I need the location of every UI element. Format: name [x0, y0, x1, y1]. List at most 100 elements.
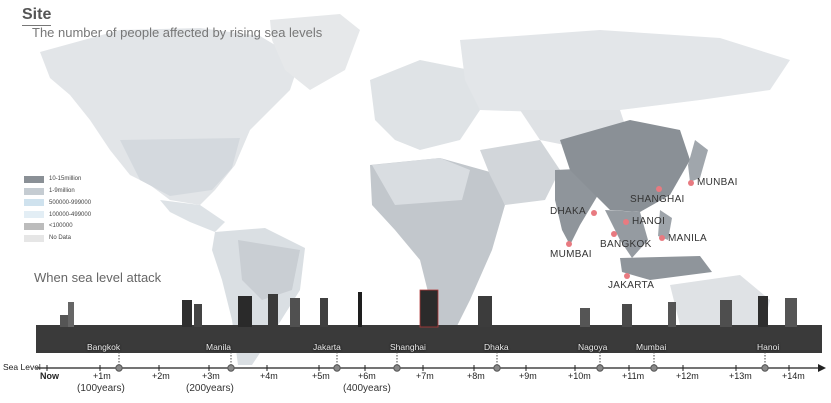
axis-tick-label: +1m [93, 371, 111, 381]
legend-swatch [24, 211, 44, 219]
city-timeline-marker[interactable] [393, 364, 401, 372]
legend-row: 1-9million [24, 186, 91, 197]
city-timeline-marker[interactable] [115, 364, 123, 372]
middle-east-landmass [480, 140, 560, 205]
skyline-building [758, 296, 768, 327]
skyline-building [238, 296, 252, 327]
legend-row: 10-15million [24, 174, 91, 185]
axis-tick-label: +11m [622, 371, 645, 381]
skyline-label-shanghai: Shanghai [390, 342, 426, 352]
city-label-hanoi: HANOI [632, 216, 666, 227]
skyline-label-hanoi: Hanoi [757, 342, 780, 352]
page-subtitle: The number of people affected by rising … [32, 25, 323, 40]
skyline-building [182, 300, 192, 327]
legend-row: 100000-499000 [24, 209, 91, 220]
skyline-building [478, 296, 492, 327]
indonesia-landmass [620, 256, 712, 280]
city-timeline-marker[interactable] [761, 364, 769, 372]
city-label-jakarta: JAKARTA [608, 280, 655, 291]
axis-tick-label: +4m [260, 371, 278, 381]
skyline-building [60, 315, 68, 327]
city-timeline-marker[interactable] [493, 364, 501, 372]
city-label-mumbai: MUMBAI [550, 249, 592, 260]
axis-tick-label: +3m [202, 371, 220, 381]
axis-tick-label: +8m [467, 371, 485, 381]
city-label-shanghai: SHANGHAI [630, 194, 685, 205]
city-label-dhaka: DHAKA [550, 206, 586, 217]
north-america-landmass [40, 28, 300, 205]
city-timeline-marker[interactable] [650, 364, 658, 372]
skyline-building [720, 300, 732, 327]
legend-row: 500000-999000 [24, 198, 91, 209]
legend-swatch [24, 187, 44, 195]
japan-landmass [688, 140, 708, 182]
legend-label: 1-9million [49, 188, 75, 195]
axis-years-label: (200years) [186, 383, 234, 394]
brazil-region [238, 240, 300, 300]
legend-label: 500000-999000 [49, 199, 92, 206]
city-label-munbai: MUNBAI [697, 177, 738, 188]
skyline-label-jakarta: Jakarta [313, 342, 341, 352]
city-marker-dhaka[interactable] [591, 210, 597, 216]
axis-tick-label: +13m [729, 371, 752, 381]
axis-tick-label: +10m [568, 371, 591, 381]
legend-swatch [24, 222, 44, 230]
skyline-building [785, 298, 797, 327]
city-marker-mumbai[interactable] [566, 241, 572, 247]
skyline-label-mumbai: Mumbai [636, 342, 667, 352]
page-title: Site [22, 6, 52, 26]
north-africa-region [372, 158, 470, 205]
legend-row: <100000 [24, 221, 91, 232]
skyline-base [36, 325, 822, 353]
axis-tick-label: +9m [519, 371, 537, 381]
axis-tick-label: +7m [416, 371, 434, 381]
skyline-building [419, 289, 439, 328]
legend-swatch [24, 234, 44, 242]
city-marker-bangkok[interactable] [611, 231, 617, 237]
axis-tick-label: +14m [782, 371, 805, 381]
skyline-building [580, 308, 590, 327]
axis-tick-label: +2m [152, 371, 170, 381]
axis-years-label: (400years) [343, 383, 391, 394]
legend-swatch [24, 199, 44, 207]
timeline-section-title: When sea level attack [34, 270, 162, 285]
skyline-building [268, 294, 278, 327]
skyline-label-manila: Manila [206, 342, 232, 352]
legend-label: 100000-499000 [49, 211, 92, 218]
central-america-landmass [160, 200, 225, 232]
axis-years-label: (100years) [77, 383, 125, 394]
skyline-building [290, 298, 300, 327]
city-marker-shanghai[interactable] [656, 186, 662, 192]
legend-swatch [24, 175, 44, 183]
skyline-label-nagoya: Nagoya [578, 342, 608, 352]
skyline-building [68, 302, 74, 327]
skyline-building [320, 298, 328, 327]
city-label-bangkok: BANGKOK [600, 239, 652, 250]
philippines-landmass [658, 210, 672, 240]
europe-landmass [370, 60, 480, 150]
map-legend: 10-15million 1-9million 500000-999000 10… [24, 174, 91, 245]
axis-tick-label: Now [40, 371, 59, 381]
city-marker-hanoi[interactable] [623, 219, 629, 225]
skyline-label-bangkok: Bangkok [87, 342, 121, 352]
se-asia-landmass [605, 210, 648, 258]
city-marker-jakarta[interactable] [624, 273, 630, 279]
legend-row: No Data [24, 233, 91, 244]
skyline-building [622, 304, 632, 327]
skyline-label-dhaka: Dhaka [484, 342, 509, 352]
city-timeline-marker[interactable] [333, 364, 341, 372]
sea-level-label: Sea Level [3, 362, 41, 372]
city-marker-munbai[interactable] [688, 180, 694, 186]
axis-tick-label: +12m [676, 371, 699, 381]
timeline-axis-arrow [818, 364, 826, 372]
legend-label: 10-15million [49, 176, 82, 183]
usa-region [120, 138, 240, 196]
legend-label: No Data [49, 235, 72, 242]
city-timeline-marker[interactable] [227, 364, 235, 372]
russia-landmass [460, 30, 790, 112]
city-timeline-marker[interactable] [596, 364, 604, 372]
city-label-manila: MANILA [668, 233, 708, 244]
city-marker-manila[interactable] [659, 235, 665, 241]
skyline-building [668, 302, 676, 327]
